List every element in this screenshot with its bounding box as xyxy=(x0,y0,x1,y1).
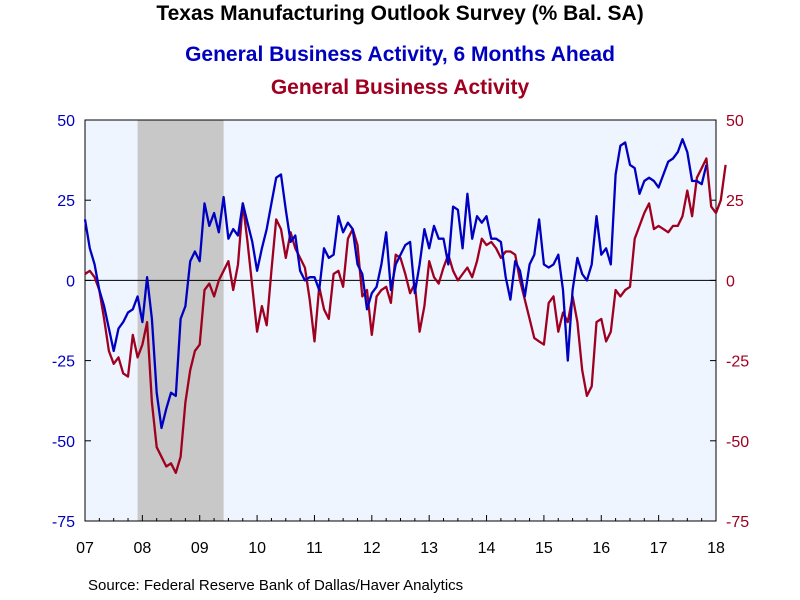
x-tick-label: 17 xyxy=(650,540,668,557)
chart-title: Texas Manufacturing Outlook Survey (% Ba… xyxy=(156,2,644,25)
legend-entry-current: General Business Activity xyxy=(270,76,530,99)
y-tick-label-right: 25 xyxy=(726,193,744,210)
x-tick-label: 09 xyxy=(191,540,209,557)
x-tick-label: 13 xyxy=(420,540,438,557)
x-tick-label: 10 xyxy=(248,540,266,557)
y-tick-label-right: -50 xyxy=(726,434,749,451)
x-tick-label: 18 xyxy=(707,540,725,557)
x-tick-label: 14 xyxy=(478,540,496,557)
x-tick-label: 08 xyxy=(133,540,151,557)
y-tick-label-left: 50 xyxy=(57,113,75,130)
y-tick-label-left: 25 xyxy=(57,193,75,210)
x-tick-label: 11 xyxy=(306,540,323,557)
y-tick-label-right: -25 xyxy=(726,354,749,371)
y-tick-label-left: -75 xyxy=(52,514,75,531)
y-tick-label-right: 0 xyxy=(726,273,735,290)
y-tick-label-left: 0 xyxy=(66,273,75,290)
x-tick-label: 16 xyxy=(592,540,610,557)
source-note: Source: Federal Reserve Bank of Dallas/H… xyxy=(88,577,464,594)
x-tick-label: 07 xyxy=(76,540,94,557)
legend-entry-future: General Business Activity, 6 Months Ahea… xyxy=(185,43,615,66)
y-tick-label-right: -75 xyxy=(726,514,749,531)
y-tick-label-right: 50 xyxy=(726,113,744,130)
x-tick-label: 15 xyxy=(535,540,553,557)
x-tick-label: 12 xyxy=(363,540,381,557)
y-tick-label-left: -25 xyxy=(52,354,75,371)
series-line-future xyxy=(83,138,708,430)
series-line-current xyxy=(84,157,727,475)
y-tick-label-left: -50 xyxy=(52,434,75,451)
